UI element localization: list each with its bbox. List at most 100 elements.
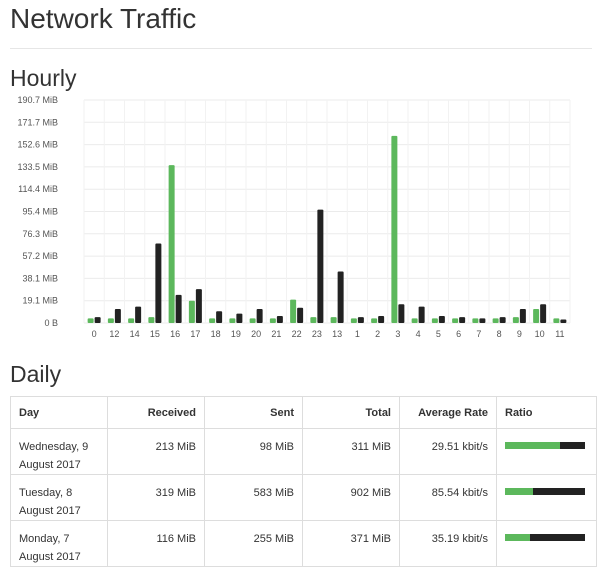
x-tick-label: 17	[190, 329, 200, 339]
ratio-sent-fill	[559, 442, 585, 449]
x-tick-label: 19	[231, 329, 241, 339]
y-tick-label: 114.4 MiB	[18, 184, 58, 194]
ratio-cell	[496, 428, 597, 475]
y-tick-label: 171.7 MiB	[17, 117, 58, 127]
column-header-ratio: Ratio	[496, 396, 597, 429]
x-tick-label: 13	[332, 329, 342, 339]
ratio-received-fill	[505, 534, 531, 541]
received-bar	[128, 318, 135, 323]
x-tick-label: 18	[211, 329, 221, 339]
column-header-total: Total	[302, 396, 400, 429]
x-tick-label: 4	[416, 329, 421, 339]
ratio-bar	[505, 534, 585, 541]
x-tick-label: 10	[535, 329, 545, 339]
rate-cell: 35.19 kbit/s	[399, 520, 497, 567]
hourly-chart: 0 B 19.1 MiB 38.1 MiB 57.2 MiB 76.3 MiB 95.4 …	[0, 95, 600, 345]
y-tick-label: 190.7 MiB	[17, 95, 58, 105]
x-tick-label: 1	[355, 329, 360, 339]
sent-bar	[94, 317, 101, 323]
ratio-bar	[505, 442, 585, 449]
sent-bar	[256, 308, 263, 323]
y-tick-label: 76.3 MiB	[22, 229, 58, 239]
sent-bar	[276, 315, 283, 323]
received-bar	[452, 318, 459, 323]
received-bar	[411, 318, 418, 323]
x-tick-label: 3	[395, 329, 400, 339]
page-title: Network Traffic	[10, 3, 197, 34]
x-tick-label: 22	[292, 329, 302, 339]
sent-bar	[135, 306, 142, 323]
received-bar	[249, 318, 256, 323]
sent-cell: 583 MiB	[204, 474, 303, 521]
received-bar	[107, 318, 114, 323]
hourly-heading: Hourly	[10, 65, 77, 91]
received-bar	[148, 317, 155, 323]
ratio-cell	[496, 474, 597, 521]
sent-bar	[560, 319, 567, 323]
sent-bar	[236, 313, 243, 323]
received-bar	[492, 318, 499, 323]
x-tick-label: 5	[436, 329, 441, 339]
day-cell: Wednesday, 9 August 2017	[10, 428, 108, 475]
x-tick-label: 20	[251, 329, 261, 339]
y-tick-label: 57.2 MiB	[22, 251, 58, 261]
hourly-chart-svg: 0 B 19.1 MiB 38.1 MiB 57.2 MiB 76.3 MiB 95.4 …	[17, 95, 571, 339]
received-bar	[472, 318, 479, 323]
day-cell: Tuesday, 8 August 2017	[10, 474, 108, 521]
sent-bar	[114, 308, 121, 323]
sent-bar	[378, 315, 385, 323]
column-header-received: Received	[107, 396, 205, 429]
x-tick-label: 8	[497, 329, 502, 339]
received-bar	[350, 318, 357, 323]
column-header-day: Day	[10, 396, 108, 429]
sent-bar	[459, 317, 466, 323]
sent-bar	[398, 304, 405, 323]
x-tick-label: 7	[476, 329, 481, 339]
ratio-received-fill	[505, 442, 560, 449]
sent-bar	[175, 294, 182, 323]
ratio-sent-fill	[533, 488, 585, 495]
y-tick-label: 0 B	[44, 318, 58, 328]
total-cell: 311 MiB	[302, 428, 400, 475]
table-row: Tuesday, 8 August 2017 319 MiB 583 MiB 9…	[10, 474, 597, 521]
rate-cell: 29.51 kbit/s	[399, 428, 497, 475]
received-cell: 116 MiB	[107, 520, 205, 567]
day-cell: Monday, 7 August 2017	[10, 520, 108, 567]
y-tick-label: 133.5 MiB	[17, 162, 58, 172]
received-bar	[87, 318, 94, 323]
daily-table: Day Received Sent Total Average Rate Rat…	[10, 396, 597, 567]
x-tick-label: 14	[130, 329, 140, 339]
sent-bar	[297, 307, 304, 323]
sent-bar	[499, 317, 506, 323]
table-header-row: Day Received Sent Total Average Rate Rat…	[10, 396, 597, 429]
sent-bar	[519, 308, 526, 323]
received-bar	[371, 318, 378, 323]
received-bar	[533, 308, 540, 323]
table-row: Monday, 7 August 2017 116 MiB 255 MiB 37…	[10, 520, 597, 567]
received-bar	[290, 299, 297, 323]
title-divider	[10, 48, 592, 49]
received-bar	[431, 318, 438, 323]
x-tick-label: 2	[375, 329, 380, 339]
sent-bar	[155, 243, 162, 323]
received-bar	[512, 317, 519, 323]
x-tick-label: 15	[150, 329, 160, 339]
x-tick-label: 6	[456, 329, 461, 339]
sent-bar	[195, 289, 202, 323]
received-bar	[553, 318, 560, 323]
y-tick-label: 19.1 MiB	[22, 296, 58, 306]
received-bar	[168, 165, 175, 323]
y-tick-label: 38.1 MiB	[22, 273, 58, 283]
y-tick-label: 152.6 MiB	[17, 140, 58, 150]
x-tick-label: 21	[271, 329, 281, 339]
column-header-average-rate: Average Rate	[399, 396, 497, 429]
ratio-bar	[505, 488, 585, 495]
column-header-sent: Sent	[204, 396, 303, 429]
received-cell: 213 MiB	[107, 428, 205, 475]
ratio-received-fill	[505, 488, 534, 495]
received-bar	[188, 300, 195, 323]
daily-table-container: Day Received Sent Total Average Rate Rat…	[10, 396, 597, 567]
received-bar	[310, 317, 317, 323]
sent-bar	[317, 209, 324, 323]
total-cell: 902 MiB	[302, 474, 400, 521]
